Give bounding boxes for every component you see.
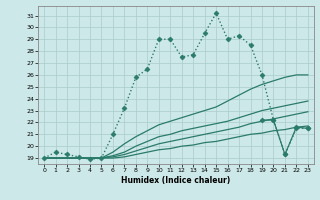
X-axis label: Humidex (Indice chaleur): Humidex (Indice chaleur): [121, 176, 231, 185]
